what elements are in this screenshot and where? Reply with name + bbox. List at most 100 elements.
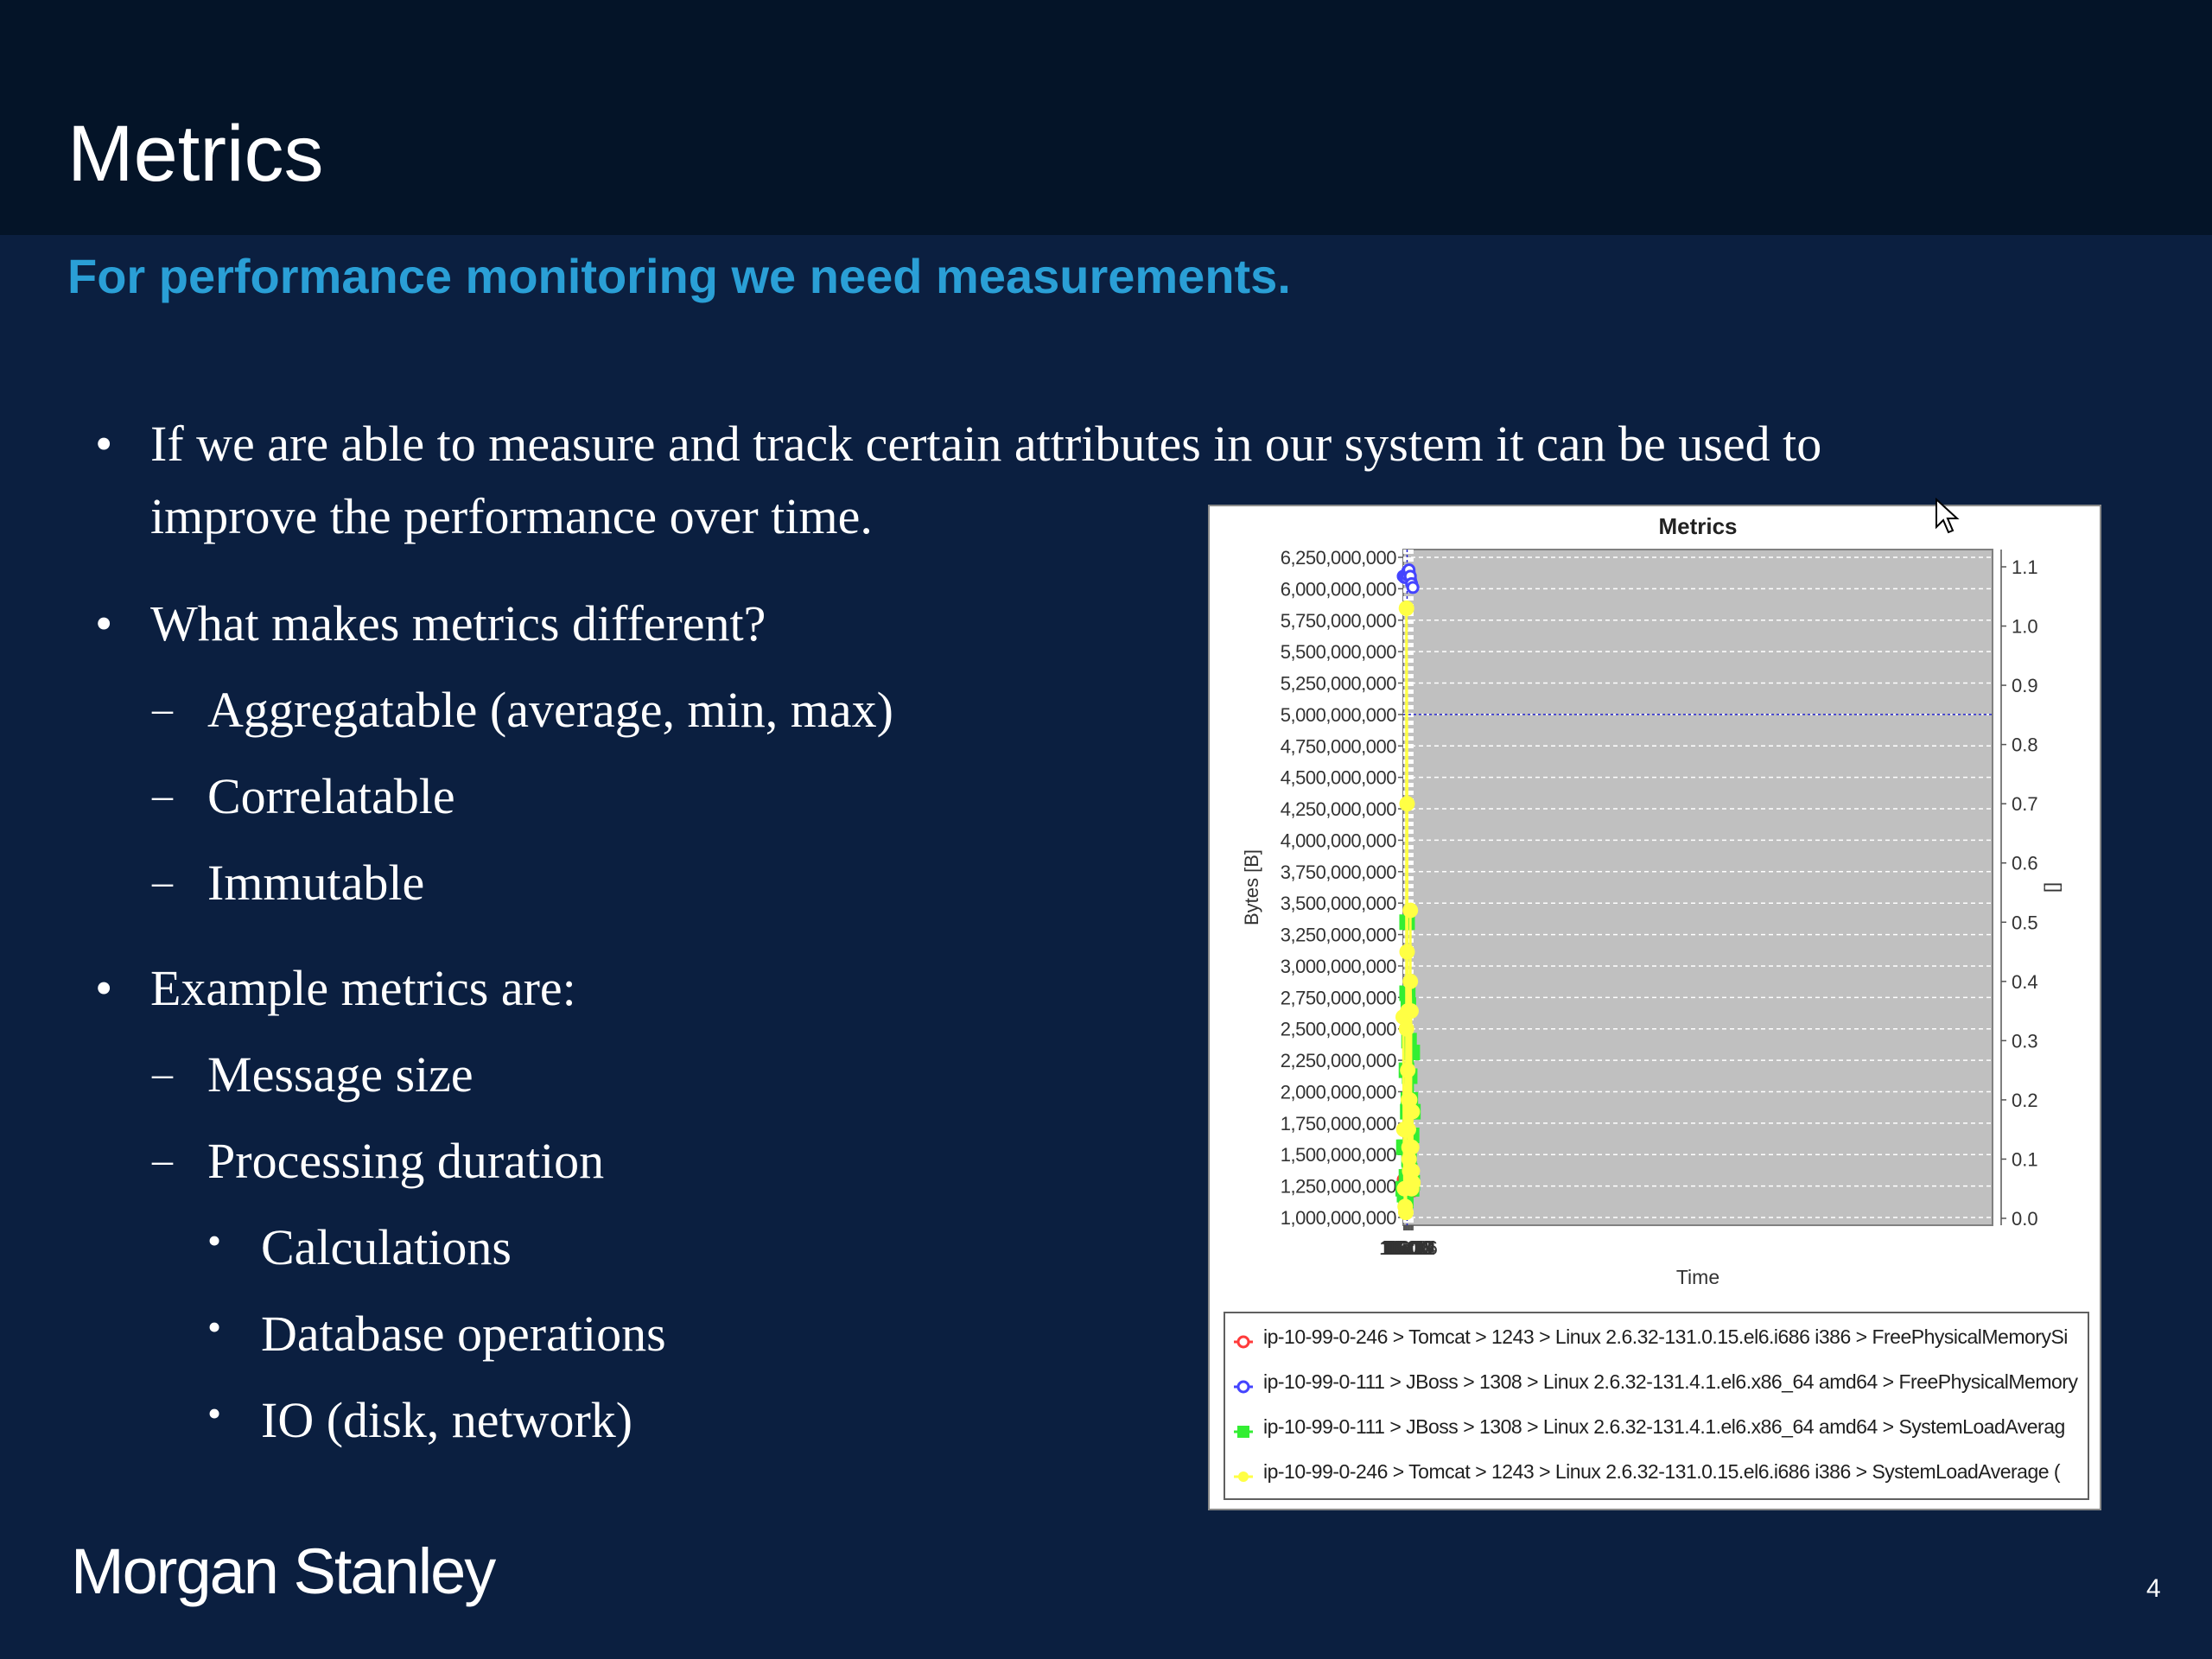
x-tick-label: 16:10 xyxy=(1384,1236,1434,1259)
legend-label: ip-10-99-0-111 > JBoss > 1308 > Linux 2.… xyxy=(1263,1415,2065,1438)
data-point-3 xyxy=(1404,1103,1421,1120)
y-left-tick-label: 2,000,000,000 xyxy=(1281,1081,1396,1103)
y-left-tick-label: 2,750,000,000 xyxy=(1281,987,1396,1008)
x-tick-label: 16:12 xyxy=(1385,1236,1435,1259)
bullet-text: If we are able to measure and track cert… xyxy=(150,416,1822,472)
x-tick-label: 16:08 xyxy=(1382,1236,1433,1259)
y-left-tick-label: 5,250,000,000 xyxy=(1281,673,1396,695)
bullet-text: Message size xyxy=(207,1046,474,1103)
y-right-tick-label: 0.0 xyxy=(2012,1208,2038,1230)
data-point-3 xyxy=(1402,1003,1419,1020)
bullet-text: improve the performance over time. xyxy=(150,488,873,544)
page-number: 4 xyxy=(2146,1574,2161,1603)
title-band xyxy=(0,0,2212,235)
y-left-tick-label: 4,500,000,000 xyxy=(1281,767,1396,789)
bullet-text: Processing duration xyxy=(207,1133,605,1189)
y-left-tick-label: 3,250,000,000 xyxy=(1281,925,1396,946)
y-right-tick-label: 1.0 xyxy=(2012,616,2038,638)
y-right-tick-label: 0.4 xyxy=(2012,971,2038,993)
slide-title: Metrics xyxy=(67,110,324,198)
bullet-text: Aggregatable (average, min, max) xyxy=(207,682,893,738)
y-right-axis-label: [] xyxy=(2044,882,2065,893)
legend-label: ip-10-99-0-246 > Tomcat > 1243 > Linux 2… xyxy=(1263,1460,2061,1483)
y-left-tick-label: 1,500,000,000 xyxy=(1281,1144,1396,1166)
y-left-tick-label: 6,250,000,000 xyxy=(1281,547,1396,569)
bullet-marker: • xyxy=(207,1218,222,1262)
y-left-tick-label: 2,250,000,000 xyxy=(1281,1050,1396,1071)
bullet-text: What makes metrics different? xyxy=(150,595,766,652)
y-right-tick-label: 1.1 xyxy=(2012,556,2038,578)
y-right-tick-label: 0.5 xyxy=(2012,912,2038,933)
legend-marker xyxy=(1234,1471,1253,1482)
legend-marker xyxy=(1234,1380,1253,1394)
y-right-tick-label: 0.2 xyxy=(2012,1090,2038,1111)
y-left-tick-label: 3,000,000,000 xyxy=(1281,956,1396,977)
data-point-3 xyxy=(1402,973,1419,989)
data-point-3 xyxy=(1401,1151,1417,1167)
y-right-tick-label: 0.7 xyxy=(2012,793,2038,815)
chart-canvas[interactable]: Metrics 6,250,000,000 6,000,000,000 5,750,0… xyxy=(1210,506,2103,1310)
data-point-3 xyxy=(1399,796,1415,812)
bullet-text: Database operations xyxy=(261,1306,666,1362)
dash-marker: – xyxy=(152,686,173,732)
y-left-tick-label: 1,000,000,000 xyxy=(1281,1207,1396,1229)
data-point-3 xyxy=(1398,1020,1414,1037)
y-left-tick-label: 3,750,000,000 xyxy=(1281,861,1396,883)
legend-label: ip-10-99-0-246 > Tomcat > 1243 > Linux 2… xyxy=(1263,1325,2068,1348)
bullet-text: Correlatable xyxy=(207,768,455,824)
data-point-3 xyxy=(1403,1139,1420,1155)
y-left-tick-label: 2,500,000,000 xyxy=(1281,1019,1396,1040)
data-point-3 xyxy=(1402,1091,1418,1108)
y-left-tick-label: 3,500,000,000 xyxy=(1281,893,1396,914)
y-left-tick-label: 6,000,000,000 xyxy=(1281,578,1396,600)
bullet-marker: • xyxy=(95,416,113,472)
data-point-3 xyxy=(1399,944,1415,960)
data-point-3 xyxy=(1400,1122,1416,1138)
data-point-3 xyxy=(1404,1163,1421,1179)
dash-marker: – xyxy=(152,1051,173,1096)
chart-legend: ip-10-99-0-246 > Tomcat > 1243 > Linux 2… xyxy=(1224,1312,2089,1500)
y-left-tick-label: 4,250,000,000 xyxy=(1281,798,1396,820)
data-point-1 xyxy=(1406,581,1420,594)
bullet-text: Calculations xyxy=(261,1219,512,1275)
y-left-tick-label: 4,750,000,000 xyxy=(1281,735,1396,757)
bullet-text: IO (disk, network) xyxy=(261,1392,633,1448)
slide-subtitle: For performance monitoring we need measu… xyxy=(67,249,1291,303)
legend-marker xyxy=(1234,1426,1253,1438)
plot-area xyxy=(1402,549,1993,1226)
y-right-tick-label: 0.1 xyxy=(2012,1148,2038,1170)
metrics-chart[interactable]: Metrics 6,250,000,000 6,000,000,000 5,750,0… xyxy=(1208,505,2101,1510)
y-left-tick-label: 5,500,000,000 xyxy=(1281,641,1396,663)
data-point-3 xyxy=(1398,600,1414,616)
dash-marker: – xyxy=(152,772,173,818)
x-tick-label: 16:16 xyxy=(1388,1236,1438,1259)
bullet-text: Immutable xyxy=(207,855,425,911)
data-point-3 xyxy=(1400,1062,1416,1078)
data-point-3 xyxy=(1405,1174,1421,1191)
bullet-marker: • xyxy=(207,1391,222,1435)
bullet-marker: • xyxy=(95,960,113,1016)
data-point-3 xyxy=(1397,1205,1414,1221)
bullet-marker: • xyxy=(95,595,113,652)
bullet-marker: • xyxy=(207,1305,222,1349)
y-left-tick-label: 1,250,000,000 xyxy=(1281,1176,1396,1198)
company-logo: Morgan Stanley xyxy=(71,1535,496,1607)
y-left-axis-label: Bytes [B] xyxy=(1241,849,1262,925)
x-tick-label: 16:04 xyxy=(1380,1236,1430,1259)
y-right-tick-label: 0.9 xyxy=(2012,675,2038,696)
x-axis-label: Time xyxy=(1676,1266,1719,1288)
y-right-tick-label: 0.6 xyxy=(2012,853,2038,874)
legend-marker xyxy=(1234,1335,1253,1349)
bullet-text: Example metrics are: xyxy=(150,960,576,1016)
y-left-tick-label: 5,750,000,000 xyxy=(1281,610,1396,632)
data-point-3 xyxy=(1402,902,1419,918)
y-left-tick-label: 4,000,000,000 xyxy=(1281,830,1396,851)
dash-marker: – xyxy=(152,859,173,905)
x-tick-label: 16:14 xyxy=(1387,1236,1437,1259)
chart-title: Metrics xyxy=(1658,513,1737,539)
dash-marker: – xyxy=(152,1137,173,1183)
y-left-tick-label: 5,000,000,000 xyxy=(1281,704,1396,726)
y-right-tick-label: 0.8 xyxy=(2012,734,2038,756)
mouse-pointer-icon xyxy=(1936,498,1960,534)
y-left-tick-label: 1,750,000,000 xyxy=(1281,1113,1396,1135)
